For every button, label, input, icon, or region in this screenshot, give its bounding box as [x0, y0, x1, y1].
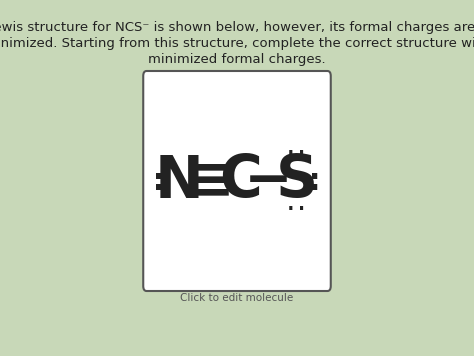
Text: minimized formal charges.: minimized formal charges. — [148, 53, 326, 67]
Text: C: C — [219, 152, 262, 209]
Text: ··: ·· — [285, 199, 308, 219]
Text: minimized. Starting from this structure, complete the correct structure with: minimized. Starting from this structure,… — [0, 37, 474, 51]
Text: :: : — [149, 166, 169, 197]
Text: A Lewis structure for NCS⁻ is shown below, however, its formal charges are not: A Lewis structure for NCS⁻ is shown belo… — [0, 21, 474, 35]
Text: Click to edit molecule: Click to edit molecule — [181, 293, 293, 303]
Text: S: S — [275, 152, 318, 209]
FancyBboxPatch shape — [143, 71, 331, 291]
Text: N: N — [155, 152, 203, 209]
Text: ≡: ≡ — [186, 152, 235, 209]
Text: ··: ·· — [285, 143, 308, 162]
Text: −: − — [244, 152, 293, 209]
Text: :: : — [305, 166, 325, 197]
